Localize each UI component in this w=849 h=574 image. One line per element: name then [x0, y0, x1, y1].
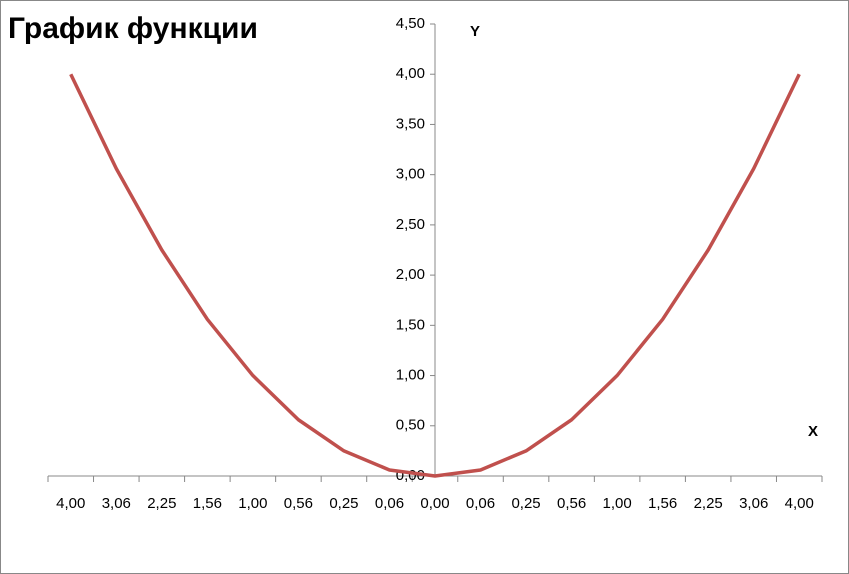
y-tick-label: 2,50	[396, 216, 425, 233]
chart-title: График функции	[8, 12, 258, 45]
x-tick-label: 1,00	[238, 495, 267, 512]
x-tick-label: 0,06	[466, 495, 495, 512]
y-tick-label: 3,00	[396, 166, 425, 183]
y-tick-label: 1,50	[396, 316, 425, 333]
x-tick-label: 3,06	[102, 495, 131, 512]
x-tick-label: 3,06	[739, 495, 768, 512]
y-tick-label: 4,00	[396, 65, 425, 82]
x-tick-label: 2,25	[694, 495, 723, 512]
y-tick-label: 3,50	[396, 115, 425, 132]
x-tick-label: 2,25	[147, 495, 176, 512]
x-tick-label: 0,56	[557, 495, 586, 512]
y-tick-label: 2,00	[396, 266, 425, 283]
x-tick-label: 4,00	[56, 495, 85, 512]
x-tick-label: 4,00	[785, 495, 814, 512]
y-tick-label: 1,00	[396, 367, 425, 384]
y-tick-label: 0,50	[396, 417, 425, 434]
x-tick-label: 1,56	[193, 495, 222, 512]
x-tick-label: 0,00	[420, 495, 449, 512]
x-tick-label: 0,25	[511, 495, 540, 512]
x-tick-label: 0,25	[329, 495, 358, 512]
x-tick-label: 0,06	[375, 495, 404, 512]
x-tick-label: 1,00	[603, 495, 632, 512]
line-series	[69, 73, 801, 478]
x-tick-label: 0,56	[284, 495, 313, 512]
x-axis-label: X	[808, 423, 818, 440]
y-tick-label: 4,50	[396, 15, 425, 32]
x-tick-label: 1,56	[648, 495, 677, 512]
y-axis-label: Y	[470, 23, 480, 40]
